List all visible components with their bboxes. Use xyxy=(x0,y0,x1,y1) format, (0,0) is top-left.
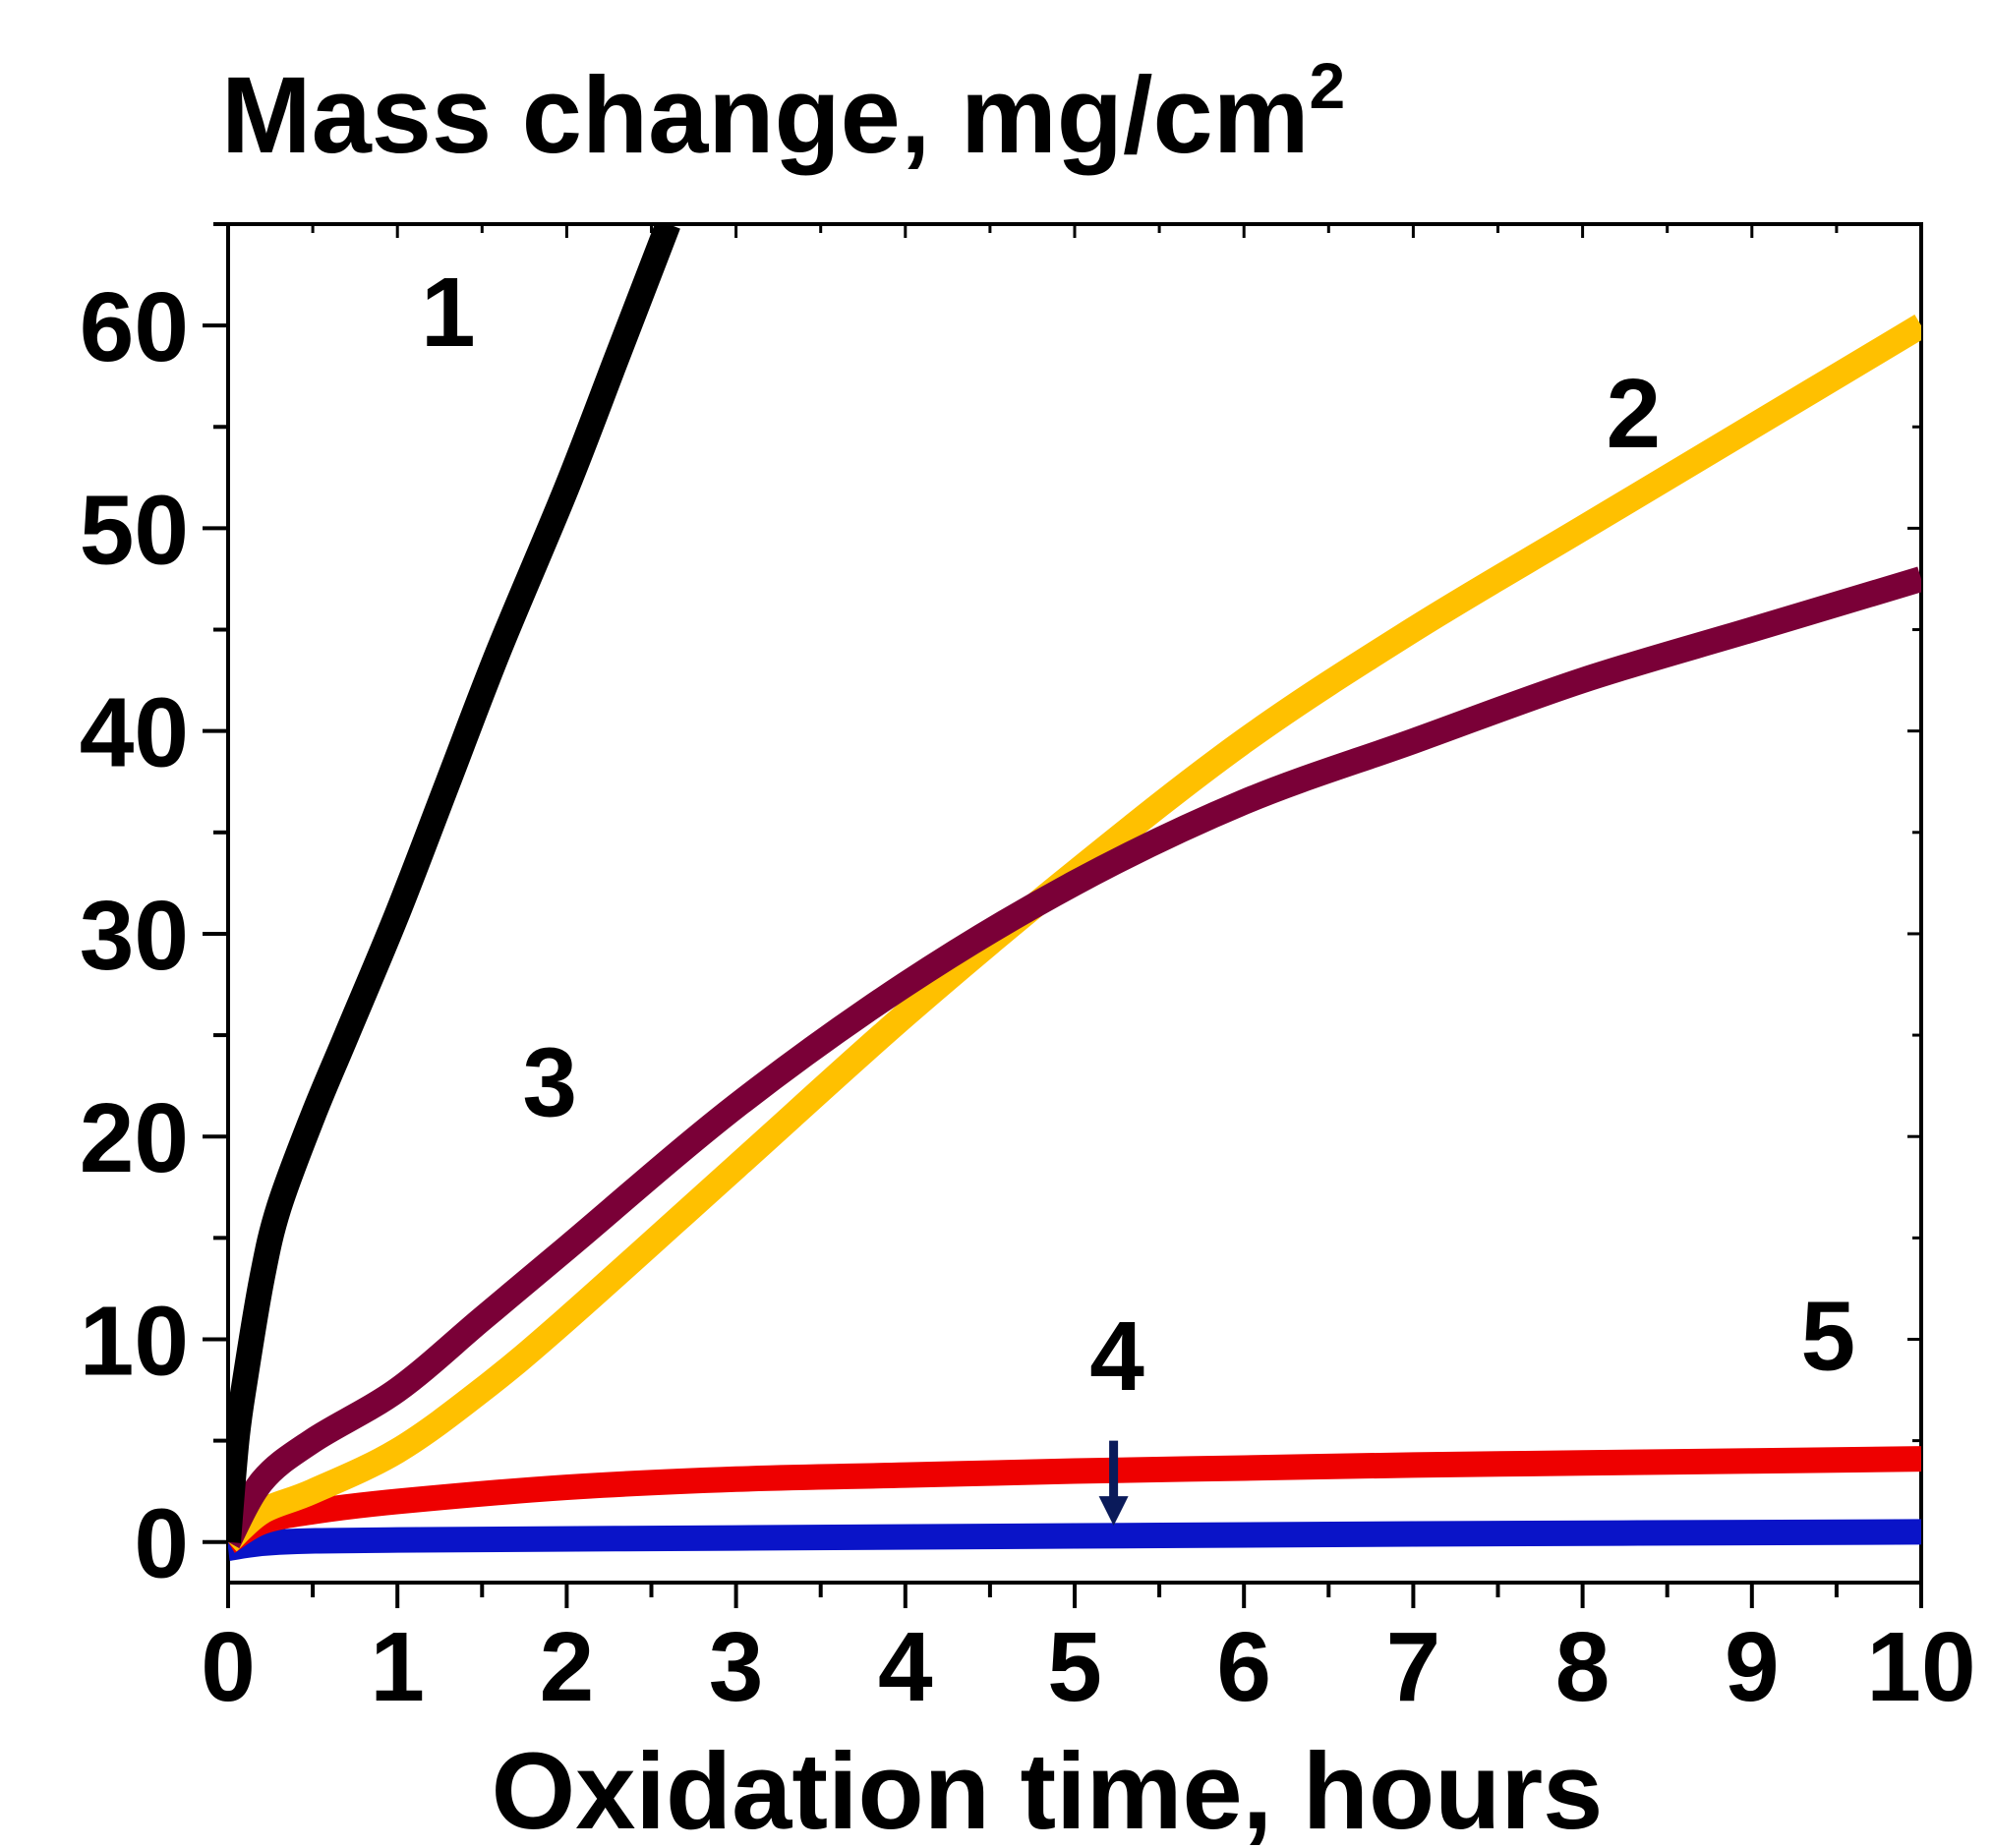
curve-label-1: 1 xyxy=(421,258,476,368)
x-tick-label: 3 xyxy=(709,1612,764,1722)
curve-label-3: 3 xyxy=(522,1028,577,1138)
x-tick-label: 2 xyxy=(540,1612,595,1722)
y-tick-label: 20 xyxy=(80,1083,189,1193)
curve-label-4: 4 xyxy=(1089,1301,1144,1412)
arrow-head xyxy=(1098,1496,1129,1527)
x-tick-label: 1 xyxy=(370,1612,425,1722)
x-tick-label: 6 xyxy=(1216,1612,1271,1722)
x-tick-label: 9 xyxy=(1725,1612,1780,1722)
y-tick-label: 50 xyxy=(80,475,189,585)
x-tick-label: 5 xyxy=(1047,1612,1102,1722)
x-tick-label: 4 xyxy=(878,1612,933,1722)
annotation-layer: 1 2 3 4 5 xyxy=(421,258,1855,1527)
y-tick-label: 0 xyxy=(134,1489,189,1599)
y-tick-label: 10 xyxy=(80,1286,189,1396)
x-tick-label: 7 xyxy=(1386,1612,1441,1722)
series-line-4 xyxy=(228,1519,1921,1561)
ticks xyxy=(203,222,1923,1608)
series-line-5 xyxy=(228,1446,1921,1553)
y-tick-label: 60 xyxy=(80,272,189,382)
curve-label-5: 5 xyxy=(1800,1281,1855,1391)
series-line-2 xyxy=(228,314,1921,1552)
y-tick-label: 30 xyxy=(80,881,189,991)
x-tick-label: 8 xyxy=(1555,1612,1611,1722)
y-axis-label-main: Mass change, mg/cm xyxy=(221,55,1310,176)
tick-labels: 0 1 2 3 4 5 6 7 8 9 10 0 10 20 30 40 50 60 xyxy=(80,272,1976,1722)
y-axis-label: Mass change, mg/cm2 xyxy=(221,49,1345,176)
y-tick-label: 40 xyxy=(80,678,189,788)
series-layer xyxy=(228,224,1921,1561)
series-line-3 xyxy=(228,566,1921,1549)
series-line-1 xyxy=(228,224,680,1543)
x-axis-label: Oxidation time, hours xyxy=(492,1731,1604,1848)
y-axis-label-superscript: 2 xyxy=(1310,49,1346,122)
x-tick-label: 10 xyxy=(1866,1612,1975,1722)
x-tick-label: 0 xyxy=(201,1612,256,1722)
curve-label-2: 2 xyxy=(1606,359,1661,469)
